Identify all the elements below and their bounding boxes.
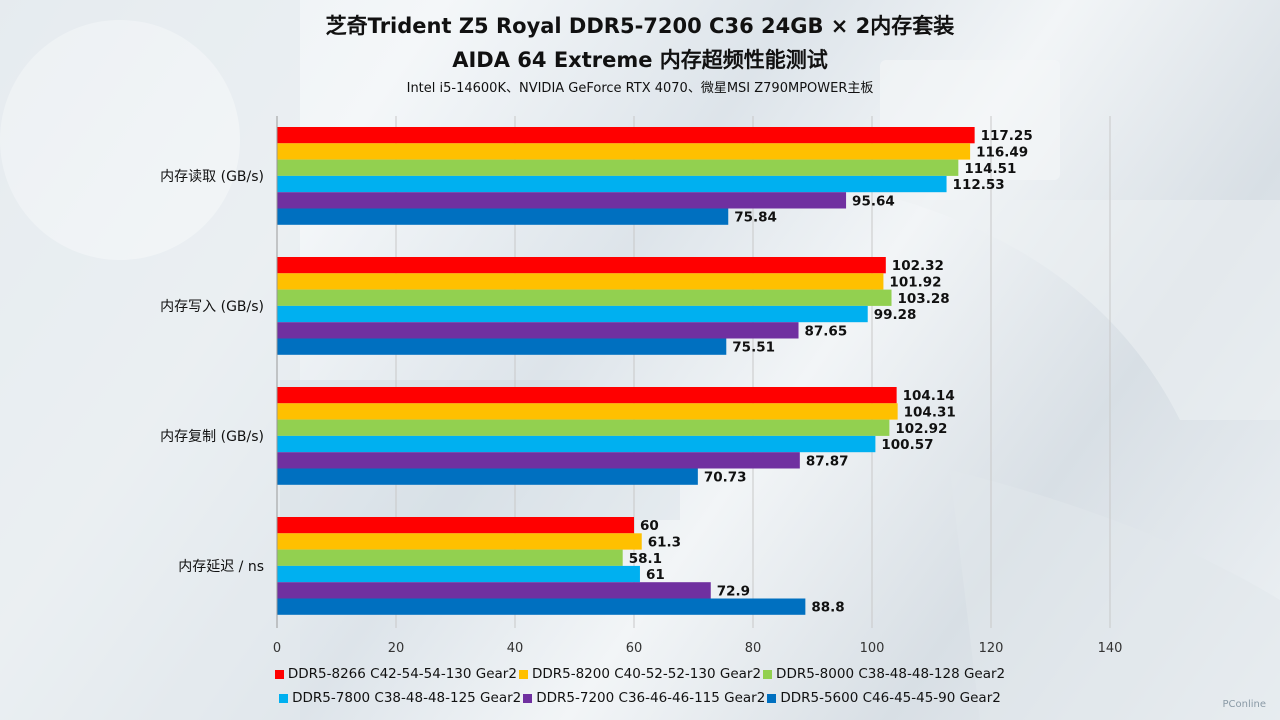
x-tick-label: 60 xyxy=(626,641,643,656)
legend-label: DDR5-8000 C38-48-48-128 Gear2 xyxy=(776,666,1006,682)
x-tick-label: 140 xyxy=(1098,641,1123,656)
bar-value-label: 102.92 xyxy=(895,421,947,437)
bar xyxy=(277,338,727,355)
bar xyxy=(277,549,623,566)
bar xyxy=(277,208,729,225)
bar xyxy=(277,289,892,306)
bar-value-label: 87.87 xyxy=(806,453,849,469)
bar-value-label: 99.28 xyxy=(874,307,917,323)
legend-swatch xyxy=(767,693,777,703)
bar xyxy=(277,582,711,599)
bar xyxy=(277,533,642,550)
bar xyxy=(277,468,698,485)
bar-value-label: 101.92 xyxy=(889,274,941,290)
legend-row: DDR5-8266 C42-54-54-130 Gear2 DDR5-8200 C… xyxy=(0,666,1280,682)
bar xyxy=(277,305,868,323)
bar-value-label: 104.14 xyxy=(903,388,955,404)
bar xyxy=(277,175,947,193)
legend-label: DDR5-5600 C46-45-45-90 Gear2 xyxy=(780,690,1001,706)
bar-value-label: 117.25 xyxy=(981,128,1033,144)
category-label: 内存延迟 / ns xyxy=(178,559,264,575)
bar-value-label: 75.84 xyxy=(734,210,777,226)
bar xyxy=(277,598,806,615)
x-tick-label: 120 xyxy=(979,641,1004,656)
bar xyxy=(277,435,876,453)
bar-value-label: 104.31 xyxy=(904,404,956,420)
legend-swatch xyxy=(523,693,533,703)
watermark-text: PConline xyxy=(1222,699,1266,710)
x-tick-label: 100 xyxy=(860,641,885,656)
bar xyxy=(277,159,959,176)
legend-label: DDR5-8200 C40-52-52-130 Gear2 xyxy=(531,666,762,682)
bar-value-label: 87.65 xyxy=(805,323,848,339)
bar-value-label: 100.57 xyxy=(881,437,933,453)
bar-value-label: 116.49 xyxy=(976,144,1028,160)
bar-value-label: 58.1 xyxy=(629,551,662,567)
legend-item: DDR5-7200 C36-46-46-115 Gear2 xyxy=(523,690,765,706)
bar xyxy=(277,192,847,209)
bar xyxy=(277,143,971,160)
bar xyxy=(277,419,890,436)
legend-swatch xyxy=(763,669,773,679)
legend-swatch xyxy=(518,669,528,679)
category-label: 内存复制 (GB/s) xyxy=(160,428,264,445)
x-tick-label: 80 xyxy=(745,641,762,656)
legend-label: DDR5-7200 C36-46-46-115 Gear2 xyxy=(536,690,766,706)
bar-value-label: 72.9 xyxy=(717,583,750,599)
category-label: 内存读取 (GB/s) xyxy=(160,168,264,185)
legend-item: DDR5-8000 C38-48-48-128 Gear2 xyxy=(763,666,1005,682)
legend-item: DDR5-7800 C38-48-48-125 Gear2 xyxy=(279,690,521,706)
legend-swatch xyxy=(274,669,284,679)
bar xyxy=(277,452,800,469)
bar-value-label: 61.3 xyxy=(648,534,681,550)
bar-value-label: 103.28 xyxy=(898,291,950,307)
bar-value-label: 88.8 xyxy=(811,600,844,616)
chart-title-line2: AIDA 64 Extreme 内存超频性能测试 xyxy=(452,48,828,72)
legend-item: DDR5-8200 C40-52-52-130 Gear2 xyxy=(518,666,762,682)
category-label: 内存写入 (GB/s) xyxy=(160,299,264,315)
bar xyxy=(277,517,634,534)
bar-value-label: 75.51 xyxy=(732,340,775,356)
legend-label: DDR5-8266 C42-54-54-130 Gear2 xyxy=(287,666,517,682)
legend-label: DDR5-7800 C38-48-48-125 Gear2 xyxy=(292,690,522,706)
bar-value-label: 61 xyxy=(646,567,665,583)
legend-swatch xyxy=(279,693,289,703)
bar-value-label: 102.32 xyxy=(892,258,944,274)
bar-value-label: 70.73 xyxy=(704,470,747,486)
bar xyxy=(277,387,897,404)
bar-value-label: 60 xyxy=(640,518,659,534)
bar xyxy=(277,403,898,420)
chart-subtitle: Intel i5-14600K、NVIDIA GeForce RTX 4070、… xyxy=(406,81,874,96)
bar xyxy=(277,322,799,339)
bar-value-label: 114.51 xyxy=(964,161,1016,177)
legend-item: DDR5-8266 C42-54-54-130 Gear2 xyxy=(274,666,517,682)
bar-value-label: 112.53 xyxy=(953,177,1005,193)
legend-item: DDR5-5600 C46-45-45-90 Gear2 xyxy=(767,690,1001,706)
bar-value-label: 95.64 xyxy=(852,193,895,209)
bar xyxy=(277,273,884,290)
x-tick-label: 20 xyxy=(388,641,405,656)
chart-title: 芝奇Trident Z5 Royal DDR5-7200 C36 24GB × … xyxy=(325,14,955,38)
x-tick-label: 0 xyxy=(273,641,281,656)
x-tick-label: 40 xyxy=(507,641,524,656)
legend-row: DDR5-7800 C38-48-48-125 Gear2 DDR5-7200 C… xyxy=(0,690,1280,706)
bar xyxy=(277,257,886,274)
bar xyxy=(277,565,640,583)
bar xyxy=(277,127,975,144)
